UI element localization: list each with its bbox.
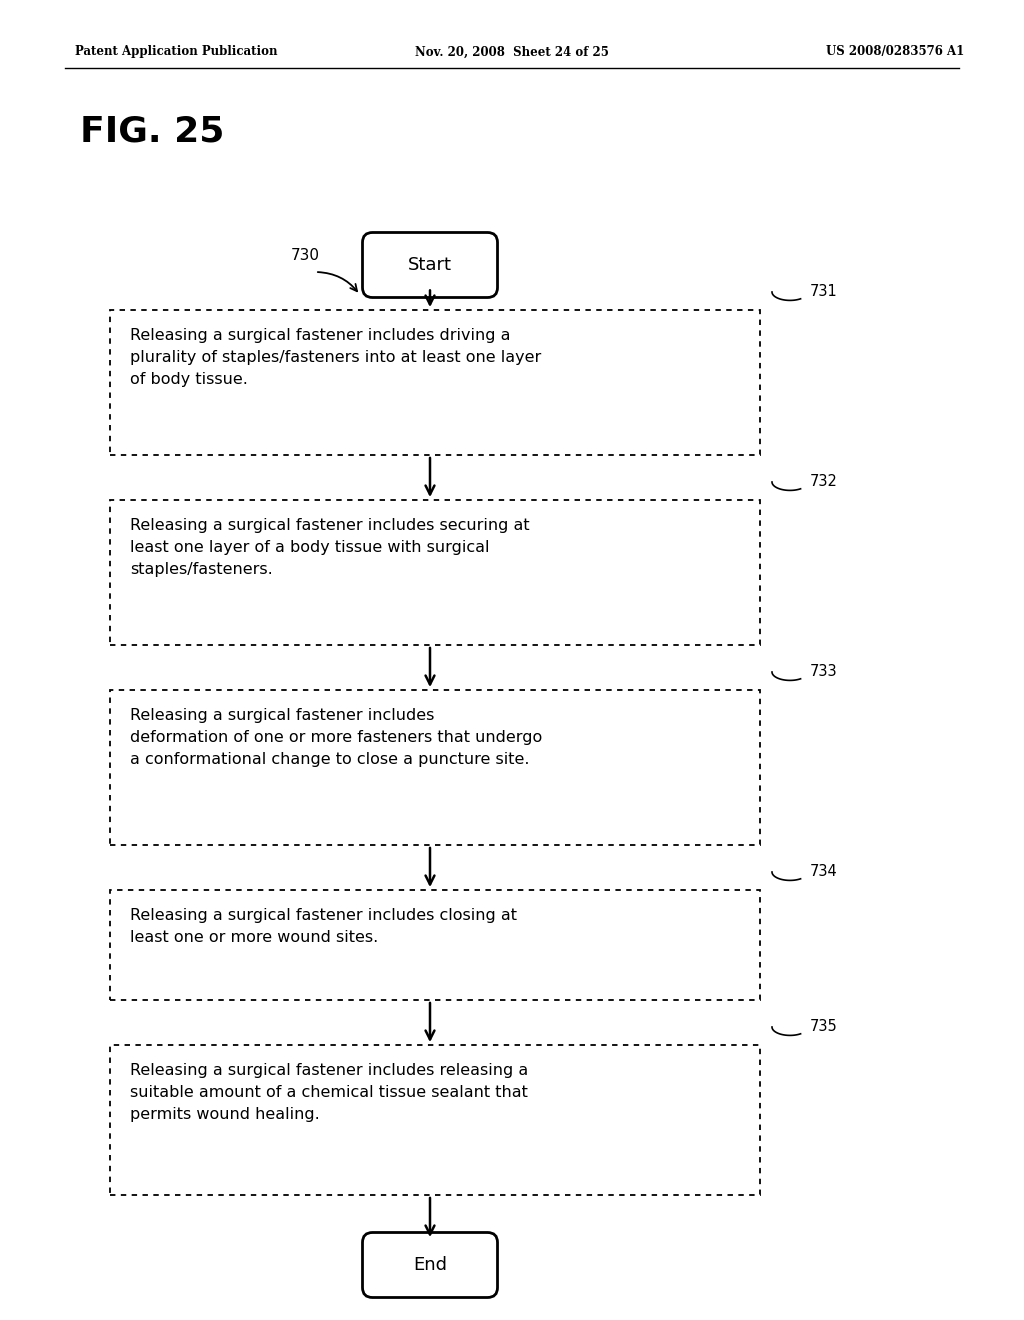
Text: 730: 730: [291, 248, 319, 263]
Text: FIG. 25: FIG. 25: [80, 115, 224, 149]
Text: 732: 732: [810, 474, 838, 488]
Text: Patent Application Publication: Patent Application Publication: [75, 45, 278, 58]
Text: 734: 734: [810, 865, 838, 879]
Text: Start: Start: [408, 256, 452, 275]
Text: Releasing a surgical fastener includes closing at
least one or more wound sites.: Releasing a surgical fastener includes c…: [130, 908, 517, 945]
Text: Releasing a surgical fastener includes securing at
least one layer of a body tis: Releasing a surgical fastener includes s…: [130, 517, 529, 577]
Bar: [110, 690, 760, 845]
FancyBboxPatch shape: [362, 232, 498, 297]
Text: Releasing a surgical fastener includes
deformation of one or more fasteners that: Releasing a surgical fastener includes d…: [130, 708, 543, 767]
Text: Nov. 20, 2008  Sheet 24 of 25: Nov. 20, 2008 Sheet 24 of 25: [415, 45, 609, 58]
Text: 731: 731: [810, 284, 838, 300]
Text: Releasing a surgical fastener includes releasing a
suitable amount of a chemical: Releasing a surgical fastener includes r…: [130, 1063, 528, 1122]
FancyBboxPatch shape: [362, 1233, 498, 1298]
Bar: [110, 1045, 760, 1195]
Bar: [110, 310, 760, 455]
Text: US 2008/0283576 A1: US 2008/0283576 A1: [825, 45, 964, 58]
Text: 735: 735: [810, 1019, 838, 1034]
Bar: [110, 500, 760, 645]
Text: Releasing a surgical fastener includes driving a
plurality of staples/fasteners : Releasing a surgical fastener includes d…: [130, 327, 542, 387]
Bar: [110, 890, 760, 1001]
Text: 733: 733: [810, 664, 838, 678]
Text: End: End: [413, 1257, 447, 1274]
